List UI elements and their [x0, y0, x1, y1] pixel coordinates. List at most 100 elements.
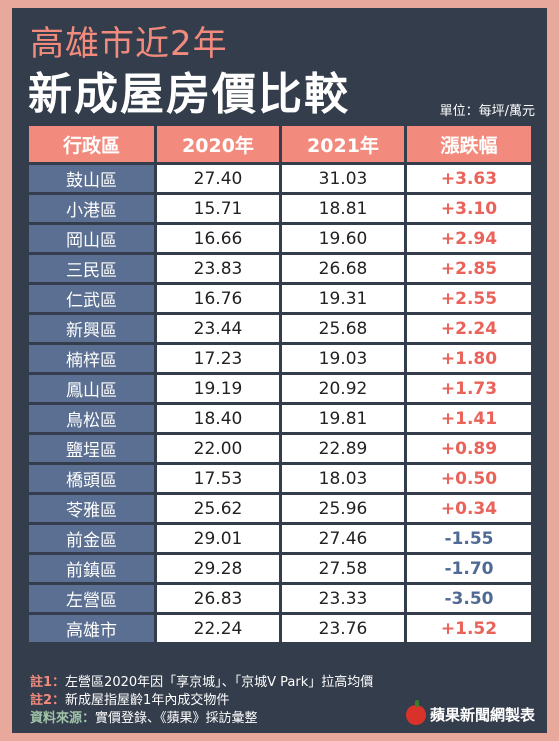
- price-2021-cell: 18.81: [282, 195, 404, 222]
- price-2020-cell: 29.01: [157, 525, 279, 552]
- col-header-2020: 2020年: [157, 126, 279, 162]
- price-2021-cell: 22.89: [282, 435, 404, 462]
- table-row: 橋頭區 17.53 18.03 +0.50: [29, 465, 531, 492]
- table-row: 苓雅區 25.62 25.96 +0.34: [29, 495, 531, 522]
- district-cell: 新興區: [29, 315, 154, 342]
- district-cell: 三民區: [29, 255, 154, 282]
- table-row: 前金區 29.01 27.46 -1.55: [29, 525, 531, 552]
- price-2020-cell: 22.00: [157, 435, 279, 462]
- district-cell: 仁武區: [29, 285, 154, 312]
- price-2021-cell: 18.03: [282, 465, 404, 492]
- change-cell: +0.50: [407, 465, 531, 492]
- unit-label: 單位：每坪/萬元: [439, 104, 535, 119]
- price-2021-cell: 27.46: [282, 525, 404, 552]
- infographic-panel: 高雄市近2年 新成屋房價比較 單位：每坪/萬元 行政區 2020年 2021年 …: [12, 8, 547, 733]
- change-cell: +1.41: [407, 405, 531, 432]
- title-line1: 高雄市近2年: [30, 24, 228, 64]
- price-2021-cell: 19.81: [282, 405, 404, 432]
- district-cell: 前鎮區: [29, 555, 154, 582]
- price-2020-cell: 15.71: [157, 195, 279, 222]
- table-row: 小港區 15.71 18.81 +3.10: [29, 195, 531, 222]
- change-cell: +2.85: [407, 255, 531, 282]
- price-2020-cell: 19.19: [157, 375, 279, 402]
- note-1-label: 註1：: [30, 675, 66, 690]
- source-note: 資料來源：實價登錄、《蘋果》採訪彙整: [30, 710, 373, 728]
- change-cell: +1.80: [407, 345, 531, 372]
- change-cell: +2.55: [407, 285, 531, 312]
- change-cell: -1.55: [407, 525, 531, 552]
- table-row: 左營區 26.83 23.33 -3.50: [29, 585, 531, 612]
- price-2021-cell: 19.03: [282, 345, 404, 372]
- district-cell: 鼓山區: [29, 165, 154, 192]
- change-cell: +1.52: [407, 615, 531, 642]
- table-body: 鼓山區 27.40 31.03 +3.63 小港區 15.71 18.81 +3.10 岡山區 1…: [29, 165, 531, 642]
- price-2020-cell: 23.44: [157, 315, 279, 342]
- district-cell: 橋頭區: [29, 465, 154, 492]
- col-header-district: 行政區: [29, 126, 154, 162]
- price-2021-cell: 23.76: [282, 615, 404, 642]
- note-2: 註2：新成屋指屋齡1年內成交物件: [30, 692, 373, 710]
- price-2020-cell: 22.24: [157, 615, 279, 642]
- price-2021-cell: 19.60: [282, 225, 404, 252]
- district-cell: 苓雅區: [29, 495, 154, 522]
- district-cell: 鹽埕區: [29, 435, 154, 462]
- district-cell: 鳥松區: [29, 405, 154, 432]
- district-cell: 高雄市: [29, 615, 154, 642]
- note-1: 註1：左營區2020年因「享京城」、「京城V Park」拉高均價: [30, 674, 373, 692]
- change-cell: +1.73: [407, 375, 531, 402]
- price-2020-cell: 16.66: [157, 225, 279, 252]
- source-text: 實價登錄、《蘋果》採訪彙整: [95, 711, 258, 726]
- change-cell: +0.34: [407, 495, 531, 522]
- col-header-change: 漲跌幅: [407, 126, 531, 162]
- brand-text: 蘋果新聞網製表: [429, 706, 535, 724]
- price-2021-cell: 27.58: [282, 555, 404, 582]
- notes: 註1：左營區2020年因「享京城」、「京城V Park」拉高均價 註2：新成屋指…: [30, 674, 373, 728]
- table-row: 高雄市 22.24 23.76 +1.52: [29, 615, 531, 642]
- note-2-text: 新成屋指屋齡1年內成交物件: [65, 693, 230, 708]
- price-2021-cell: 25.96: [282, 495, 404, 522]
- district-cell: 小港區: [29, 195, 154, 222]
- district-cell: 前金區: [29, 525, 154, 552]
- change-cell: -3.50: [407, 585, 531, 612]
- price-2020-cell: 29.28: [157, 555, 279, 582]
- table-header-row: 行政區 2020年 2021年 漲跌幅: [29, 126, 531, 162]
- apple-logo-icon: [405, 699, 426, 725]
- brand-credit: 蘋果新聞網製表: [405, 699, 535, 725]
- table-row: 新興區 23.44 25.68 +2.24: [29, 315, 531, 342]
- table-row: 鼓山區 27.40 31.03 +3.63: [29, 165, 531, 192]
- table-row: 楠梓區 17.23 19.03 +1.80: [29, 345, 531, 372]
- change-cell: -1.70: [407, 555, 531, 582]
- table-row: 鹽埕區 22.00 22.89 +0.89: [29, 435, 531, 462]
- table-row: 鳥松區 18.40 19.81 +1.41: [29, 405, 531, 432]
- change-cell: +2.94: [407, 225, 531, 252]
- table-row: 三民區 23.83 26.68 +2.85: [29, 255, 531, 282]
- district-cell: 左營區: [29, 585, 154, 612]
- table-row: 岡山區 16.66 19.60 +2.94: [29, 225, 531, 252]
- note-2-label: 註2：: [30, 693, 66, 708]
- price-2020-cell: 26.83: [157, 585, 279, 612]
- table-row: 鳳山區 19.19 20.92 +1.73: [29, 375, 531, 402]
- col-header-2021: 2021年: [282, 126, 404, 162]
- price-2021-cell: 31.03: [282, 165, 404, 192]
- price-2021-cell: 20.92: [282, 375, 404, 402]
- price-2020-cell: 27.40: [157, 165, 279, 192]
- change-cell: +3.63: [407, 165, 531, 192]
- note-1-text: 左營區2020年因「享京城」、「京城V Park」拉高均價: [65, 675, 374, 690]
- price-2020-cell: 16.76: [157, 285, 279, 312]
- price-2020-cell: 23.83: [157, 255, 279, 282]
- price-2020-cell: 25.62: [157, 495, 279, 522]
- change-cell: +3.10: [407, 195, 531, 222]
- table-row: 仁武區 16.76 19.31 +2.55: [29, 285, 531, 312]
- table-row: 前鎮區 29.28 27.58 -1.70: [29, 555, 531, 582]
- price-2020-cell: 17.53: [157, 465, 279, 492]
- district-cell: 楠梓區: [29, 345, 154, 372]
- price-2020-cell: 18.40: [157, 405, 279, 432]
- price-table: 行政區 2020年 2021年 漲跌幅 鼓山區 27.40 31.03 +3.63 小港…: [26, 123, 534, 645]
- price-2021-cell: 19.31: [282, 285, 404, 312]
- district-cell: 鳳山區: [29, 375, 154, 402]
- price-2021-cell: 26.68: [282, 255, 404, 282]
- title-line2: 新成屋房價比較: [28, 69, 350, 120]
- change-cell: +2.24: [407, 315, 531, 342]
- district-cell: 岡山區: [29, 225, 154, 252]
- price-2020-cell: 17.23: [157, 345, 279, 372]
